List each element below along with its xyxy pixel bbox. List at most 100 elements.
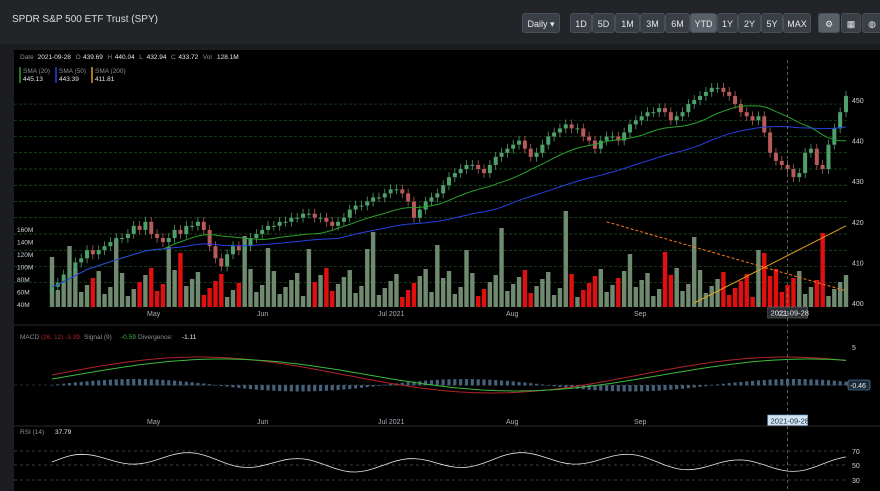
chart-area[interactable]: Date 2021-09-28 O 439.69 H 440.04 L 432.94 C 433.… [14,50,880,491]
settings-icon[interactable]: ⚙ [818,13,840,33]
candle-body-59 [394,189,399,191]
macd-hist-7 [91,380,95,386]
volume-bar-73 [475,296,481,307]
range-button-max[interactable]: MAX [783,13,811,33]
divergence-label: Divergence: [138,334,173,341]
macd-hist-133 [826,380,831,386]
range-button-1d[interactable]: 1D [570,13,592,33]
macd-hist-11 [114,379,118,386]
volume-bar-18 [154,291,160,307]
candle-body-25 [195,221,200,226]
volume-bar-69 [452,294,458,307]
macd-hist-16 [143,379,148,386]
candle-body-116 [727,91,732,96]
interval-dropdown[interactable]: Daily ▾ [522,13,560,33]
macd-line [51,356,847,394]
candle-body-22 [178,229,183,234]
macd-hist-12 [120,379,124,386]
volume-tick-4: 120M [17,252,33,259]
macd-hist-108 [680,385,685,389]
macd-hist-106 [669,385,673,390]
volume-bar-88 [563,211,568,307]
volume-tick-1: 60M [17,290,30,297]
macd-hist-88 [564,385,568,388]
candle-body-111 [698,95,703,100]
volume-bar-78 [505,291,510,307]
volume-bar-125 [779,292,784,307]
volume-tick-3: 100M [17,265,33,272]
volume-bar-11 [114,240,119,307]
stock-chart[interactable]: Date 2021-09-28 O 439.69 H 440.04 L 432.94 C 433.… [14,50,880,491]
macd-hist-49 [336,385,340,390]
macd-hist-47 [324,385,328,391]
candle-body-29 [219,258,224,267]
crosshair-date: 2021-09-28 [771,309,809,318]
macd-hist-58 [389,384,393,386]
candle-body-7 [90,250,95,255]
candle-body-39 [277,221,282,226]
candle-body-86 [552,132,557,137]
macd-hist-79 [511,381,515,386]
rsi-level-tick-0: 70 [852,449,860,456]
candle-body-101 [639,116,644,121]
candle-body-124 [773,152,778,161]
candle-body-5 [79,258,84,263]
signal-label: Signal (9) [84,334,112,341]
macd-hist-83 [534,383,539,386]
volume-bar-104 [656,289,662,307]
range-button-6m[interactable]: 6M [665,13,690,33]
candle-body-20 [166,238,171,243]
calculator-icon[interactable]: ▦ [841,13,861,33]
macd-hist-1 [56,384,60,386]
range-button-ytd[interactable]: YTD [690,13,717,33]
volume-bar-119 [744,274,749,307]
volume-bar-82 [528,293,533,307]
macd-hist-22 [178,381,183,386]
candle-body-48 [330,221,335,226]
legend-value-2: 411.81 [95,76,115,83]
candle-body-8 [96,250,101,255]
range-button-1y[interactable]: 1Y [717,13,738,33]
range-button-1m[interactable]: 1M [615,13,640,33]
volume-bar-20 [166,247,171,307]
globe-icon[interactable]: ◍ [862,13,880,33]
volume-bar-117 [732,288,738,307]
signal-value: -0.59 [121,334,136,341]
candle-body-127 [791,169,796,178]
candle-body-64 [423,201,428,210]
candle-body-52 [353,205,358,210]
x-label-main-5: 021 [778,311,790,318]
volume-bar-105 [662,252,668,307]
candle-body-34 [248,238,253,247]
range-button-5y[interactable]: 5Y [761,13,783,33]
macd-hist-92 [587,385,591,390]
macd-hist-119 [745,381,749,386]
candle-body-117 [733,95,738,105]
legend-label-2: SMA (200) [95,68,126,75]
range-button-3m[interactable]: 3M [640,13,665,33]
volume-bar-49 [335,284,341,307]
signal-line [51,358,847,392]
volume-bar-23 [184,286,189,307]
macd-hist-14 [132,379,136,386]
info-text-4: H [107,54,112,61]
volume-bar-108 [680,291,685,307]
candle-body-129 [803,152,808,174]
candle-body-58 [388,189,393,194]
volume-bar-115 [721,272,726,307]
macd-hist-69 [453,379,457,386]
macd-hist-94 [599,385,603,391]
macd-hist-20 [167,380,171,386]
volume-bar-33 [242,236,247,307]
range-button-5d[interactable]: 5D [592,13,615,33]
volume-bar-43 [300,296,306,307]
candle-body-57 [382,193,387,198]
volume-bar-111 [697,270,703,307]
range-button-2y[interactable]: 2Y [738,13,761,33]
macd-hist-117 [733,382,737,386]
macd-hist-98 [622,385,626,392]
macd-hist-60 [400,382,404,386]
x-label-macd-0: May [147,419,161,426]
macd-hist-68 [447,379,451,386]
macd-hist-67 [441,379,445,386]
